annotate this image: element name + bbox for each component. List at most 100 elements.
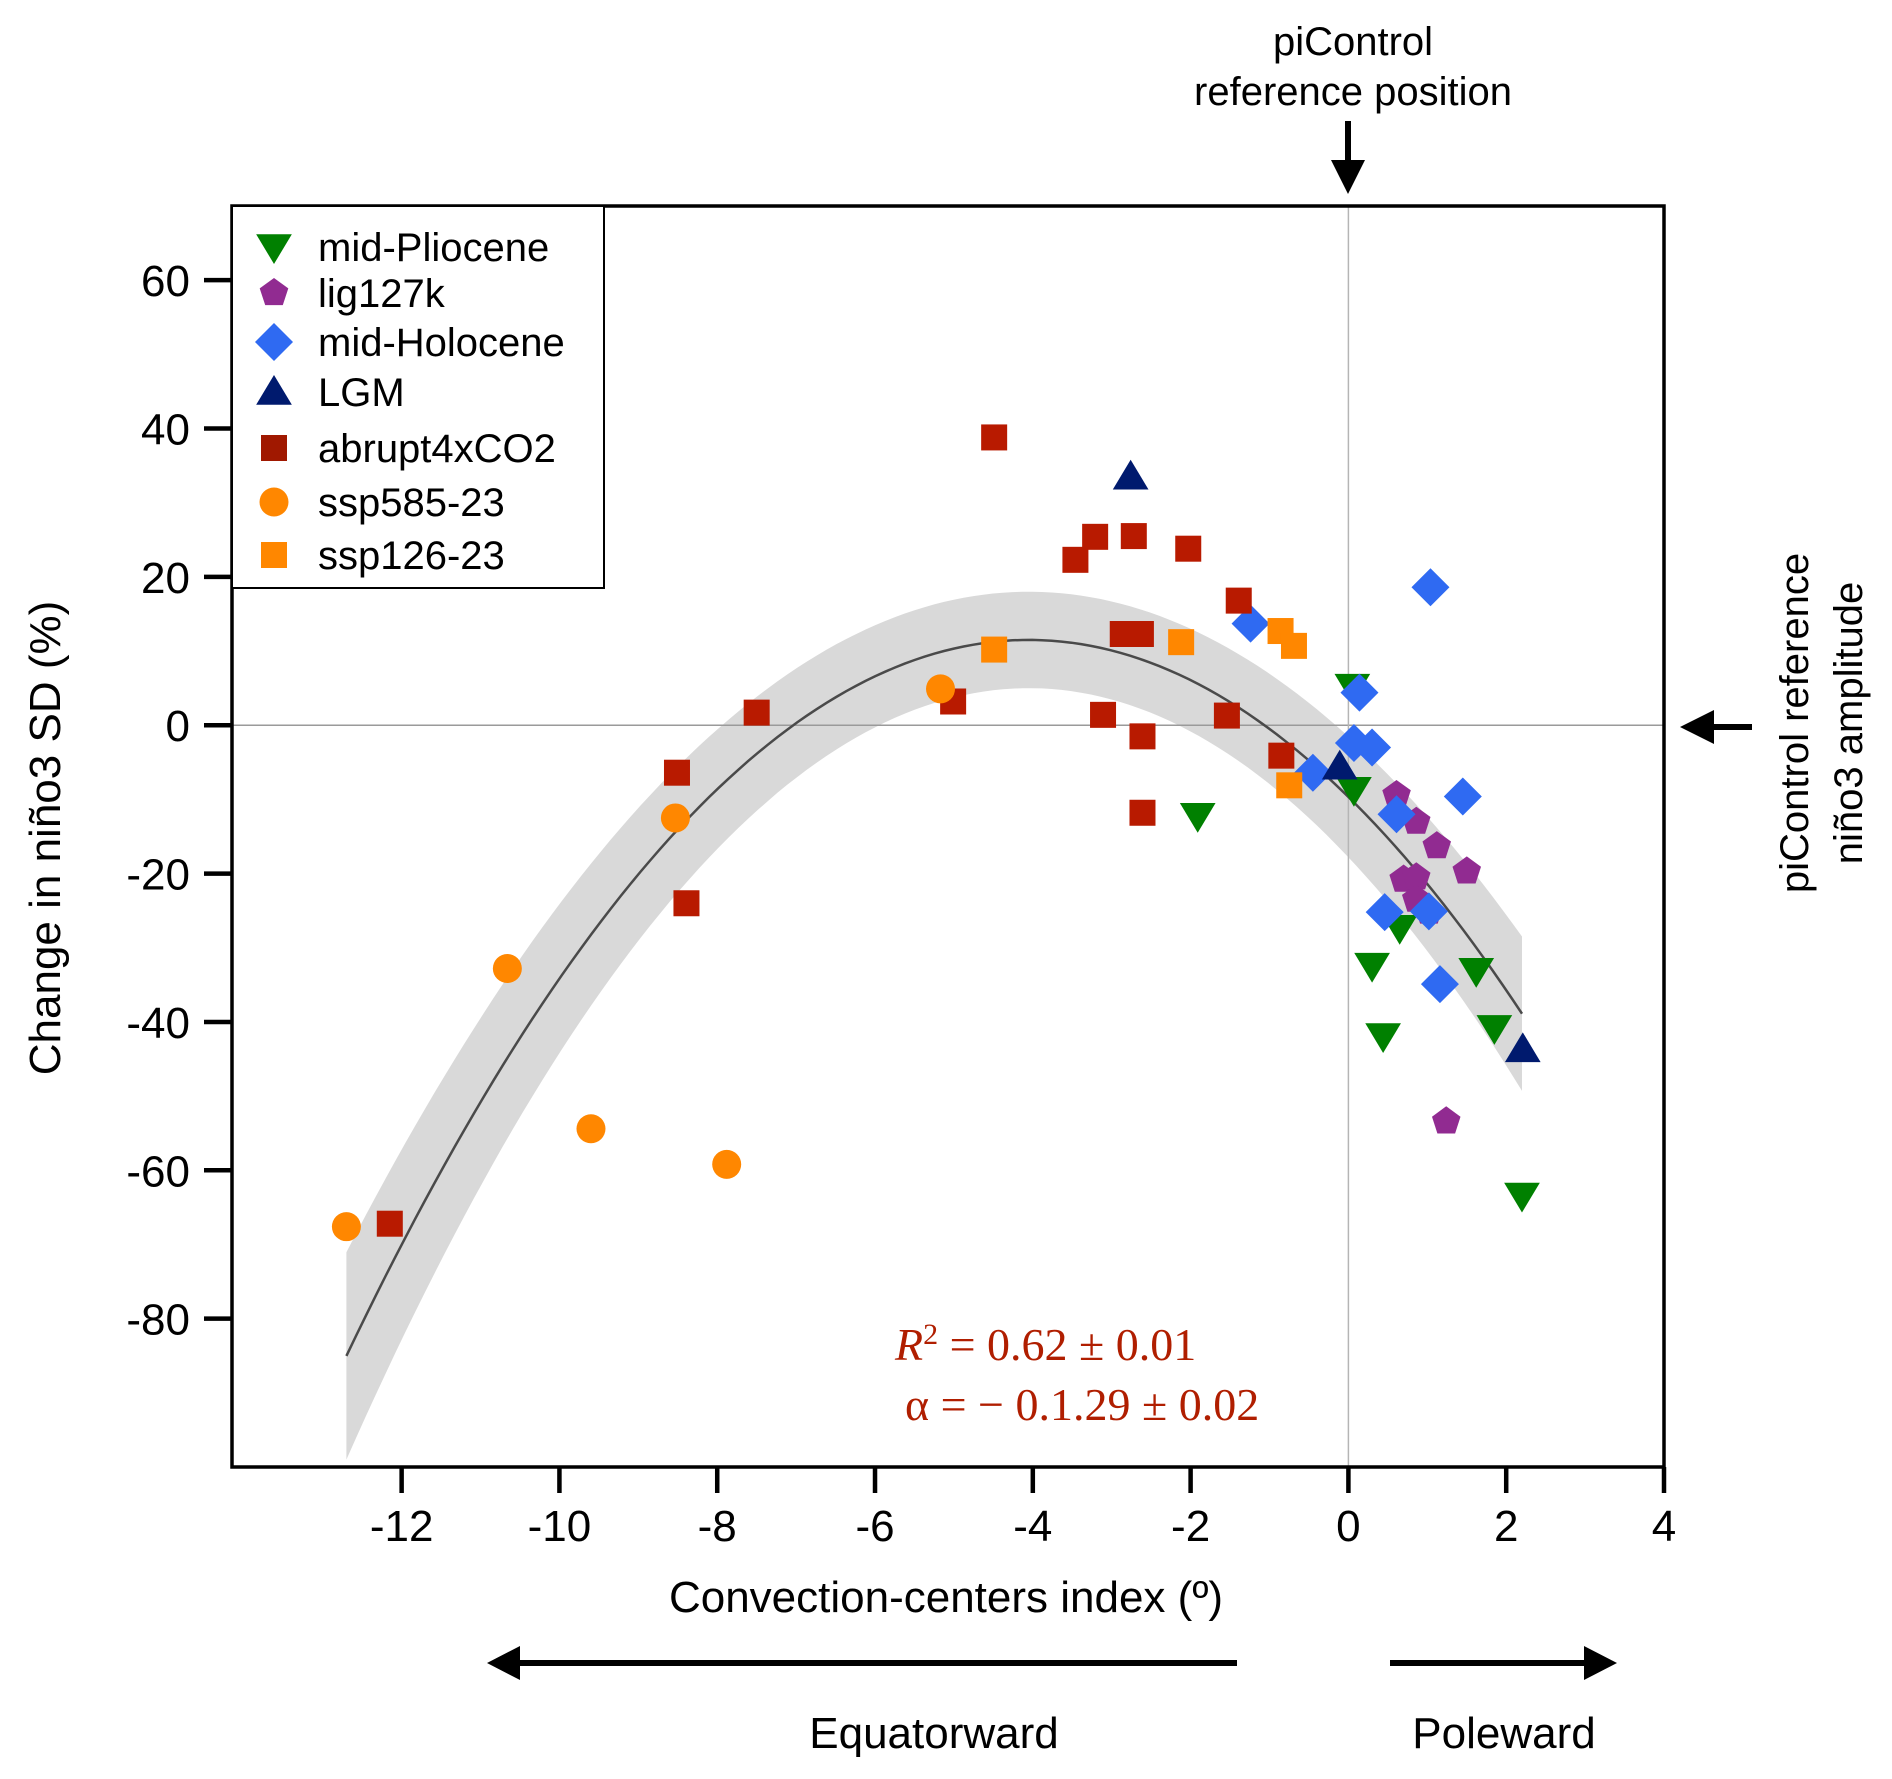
x-axis-title: Convection-centers index (º) [669, 1573, 1223, 1622]
legend-box [231, 205, 605, 589]
y-tick-label: 20 [141, 554, 190, 603]
x-tick-label: 4 [1652, 1502, 1676, 1551]
data-point [1213, 702, 1240, 729]
data-point [1354, 952, 1390, 983]
legend-marker-circle-icon [259, 487, 289, 517]
data-point [1382, 780, 1411, 808]
series-mid-holocene [1231, 568, 1482, 1004]
data-point [743, 699, 770, 726]
series-ssp126-23 [981, 618, 1307, 799]
data-point [1365, 1023, 1401, 1054]
data-points [331, 424, 1541, 1242]
data-point [1268, 742, 1295, 769]
data-point [1179, 802, 1216, 833]
data-point [1127, 620, 1154, 647]
left-arrow-icon [1680, 710, 1752, 744]
down-arrow-icon [1331, 121, 1365, 194]
x-tick-label: 2 [1494, 1502, 1518, 1551]
data-point [1411, 568, 1450, 607]
series-ssp585-23 [331, 674, 956, 1242]
x-tick-label: -8 [698, 1502, 737, 1551]
equatorward-label: Equatorward [809, 1709, 1058, 1758]
data-point [1443, 777, 1482, 816]
data-point [1420, 965, 1459, 1004]
legend-item: abrupt4xCO2 [261, 427, 556, 471]
legend-marker-pentagon-icon [259, 278, 289, 306]
y-axis-title: Change in niño3 SD (%) [21, 601, 70, 1075]
equatorward-arrow-icon [487, 1646, 1237, 1680]
legend-label: ssp126-23 [318, 534, 505, 578]
legend-label: mid-Holocene [318, 321, 565, 365]
confidence-band-layer [346, 591, 1522, 1460]
top-reference-label-line2: reference position [1194, 70, 1512, 114]
plot-frame [230, 204, 1666, 1469]
legend-item: ssp585-23 [259, 481, 505, 525]
data-point [1402, 862, 1431, 890]
legend-item: ssp126-23 [261, 534, 505, 578]
data-point [660, 803, 690, 833]
data-point [1377, 795, 1416, 834]
data-point [673, 890, 700, 917]
x-tick-label: -12 [370, 1502, 434, 1551]
data-point [1112, 459, 1149, 490]
data-point [492, 954, 522, 984]
legend-label: LGM [318, 371, 405, 415]
data-point [1090, 701, 1117, 728]
series-lgm [1112, 459, 1541, 1063]
x-tick-label: 0 [1336, 1502, 1360, 1551]
data-point [1340, 673, 1379, 712]
data-point [1452, 856, 1481, 884]
data-point [1476, 1015, 1513, 1045]
data-point [981, 636, 1008, 663]
legend-label: abrupt4xCO2 [318, 427, 556, 471]
data-point [1082, 523, 1109, 550]
legend-label: lig127k [318, 272, 446, 316]
y-tick-label: -40 [126, 999, 190, 1048]
series-abrupt4xco2 [376, 424, 1295, 1237]
right-reference-label-line2: niño3 amplitude [1827, 582, 1871, 864]
legend-item: lig127k [259, 272, 446, 316]
data-point [1458, 958, 1495, 988]
data-point [1276, 772, 1303, 799]
data-point [1293, 753, 1332, 792]
right-reference-label-line1: piControl reference [1773, 553, 1817, 893]
data-point [1280, 632, 1307, 659]
legend-marker-triangle-down-icon [256, 234, 292, 264]
legend-item: mid-Holocene [255, 321, 565, 365]
data-point [1225, 587, 1252, 614]
poleward-arrow-icon [1390, 1646, 1617, 1680]
legend-marker-square-icon [261, 435, 287, 461]
legend-marker-diamond-icon [255, 323, 293, 361]
data-point [926, 674, 956, 704]
r-squared-annotation: R2 = 0.62 ± 0.01 [894, 1318, 1196, 1371]
data-point [1129, 799, 1156, 826]
data-point [1321, 749, 1358, 780]
legend-marker-square-icon [261, 542, 287, 568]
x-tick-label: -6 [855, 1502, 894, 1551]
y-tick-label: 0 [166, 702, 190, 751]
y-tick-label: -20 [126, 851, 190, 900]
data-point [1504, 1182, 1540, 1213]
data-point [1175, 535, 1202, 562]
data-point [981, 424, 1008, 451]
data-point [1504, 1032, 1541, 1063]
data-point [1168, 629, 1195, 656]
data-point [1129, 723, 1156, 750]
data-point [576, 1114, 606, 1144]
r-squared-superscript: 2 [923, 1318, 938, 1351]
poleward-label: Poleward [1412, 1709, 1595, 1758]
y-tick-label: 40 [141, 406, 190, 455]
r-squared-value: = 0.62 ± 0.01 [938, 1319, 1196, 1370]
data-point [1120, 523, 1147, 550]
x-tick-label: -4 [1013, 1502, 1052, 1551]
data-point [1422, 831, 1451, 859]
confidence-band [346, 591, 1522, 1460]
y-tick-label: 60 [141, 257, 190, 306]
legend-label: mid-Pliocene [318, 226, 549, 270]
plot-border [230, 204, 1666, 1469]
y-tick-label: -80 [126, 1296, 190, 1345]
y-tick-label: -60 [126, 1147, 190, 1196]
alpha-annotation: α = − 0.1.29 ± 0.02 [905, 1379, 1259, 1430]
